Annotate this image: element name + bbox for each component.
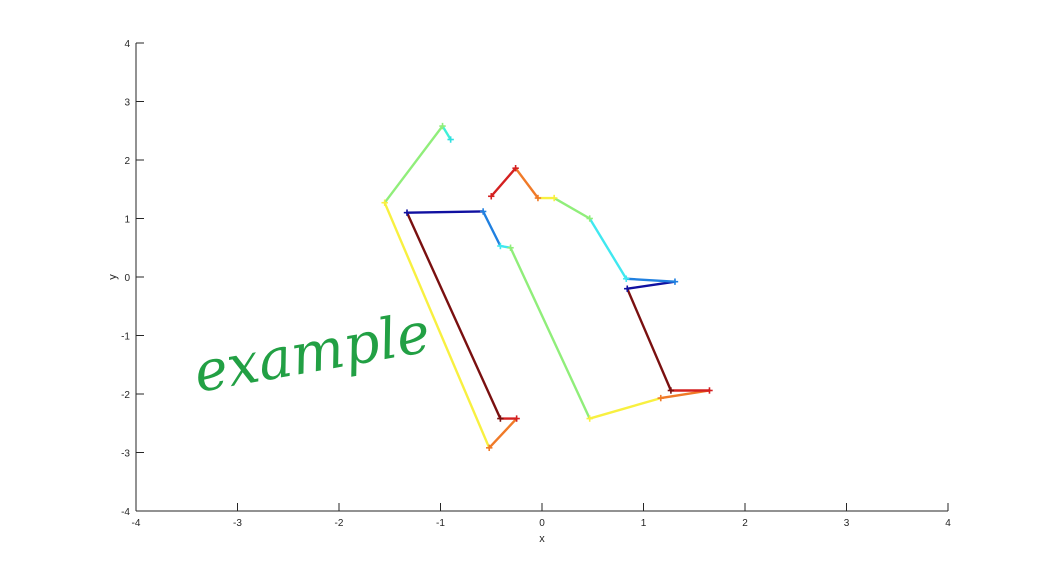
series-segment bbox=[490, 166, 517, 198]
data-point-marker bbox=[497, 415, 504, 422]
series-segment bbox=[588, 217, 628, 280]
y-tick-label: -1 bbox=[121, 332, 130, 343]
series-segment bbox=[625, 277, 677, 283]
series-segment bbox=[383, 201, 491, 450]
x-axis-label: x bbox=[539, 533, 545, 545]
data-markers bbox=[381, 122, 713, 452]
y-tick-label: 1 bbox=[124, 215, 130, 226]
x-tick-label: 1 bbox=[641, 518, 647, 529]
y-tick-label: 4 bbox=[124, 39, 130, 50]
series-segment bbox=[509, 246, 591, 420]
data-point-marker bbox=[667, 387, 675, 394]
series-segment bbox=[383, 124, 444, 204]
data-point-marker bbox=[497, 242, 504, 250]
data-point-marker bbox=[534, 194, 542, 202]
data-point-marker bbox=[486, 444, 493, 452]
series-segment bbox=[514, 166, 540, 200]
data-point-marker bbox=[586, 415, 593, 422]
series-segment bbox=[588, 396, 662, 420]
x-tick-label: 2 bbox=[742, 518, 748, 529]
data-point-marker bbox=[507, 244, 514, 251]
series-segment bbox=[626, 287, 673, 392]
example-annotation: example bbox=[189, 300, 435, 405]
x-tick-label: 0 bbox=[539, 518, 545, 529]
data-point-marker bbox=[657, 394, 664, 402]
series-segment bbox=[405, 210, 485, 214]
data-point-marker bbox=[623, 275, 630, 282]
data-point-marker bbox=[513, 415, 520, 422]
series-segment bbox=[481, 210, 502, 248]
series-segment bbox=[441, 124, 452, 141]
y-tick-label: 0 bbox=[124, 273, 130, 284]
data-point-marker bbox=[403, 209, 411, 216]
series-segment bbox=[552, 196, 591, 220]
data-point-marker bbox=[479, 208, 487, 215]
series-segment bbox=[405, 211, 502, 420]
data-point-marker bbox=[706, 387, 713, 394]
x-tick-label: -2 bbox=[335, 518, 344, 529]
x-tick-label: 4 bbox=[945, 518, 951, 529]
data-point-marker bbox=[512, 164, 519, 172]
data-point-marker bbox=[447, 136, 454, 143]
y-tick-label: -3 bbox=[121, 449, 130, 460]
axes: -4 -3 -2 -1 0 1 2 3 4 -4 -3 -2 -1 0 1 2 3 4 bbox=[121, 39, 951, 529]
data-point-marker bbox=[381, 199, 388, 206]
x-tick-label: -1 bbox=[436, 518, 445, 529]
data-point-marker bbox=[624, 285, 631, 292]
y-tick-label: -4 bbox=[121, 507, 130, 518]
y-tick-label: -2 bbox=[121, 390, 130, 401]
x-tick-label: 3 bbox=[844, 518, 850, 529]
y-tick-label: 2 bbox=[124, 156, 130, 167]
data-point-marker bbox=[671, 278, 679, 285]
x-tick-label: -3 bbox=[233, 518, 242, 529]
series-segment bbox=[626, 280, 677, 290]
data-point-marker bbox=[488, 193, 495, 200]
series-segment bbox=[659, 389, 711, 400]
y-tick-label: 3 bbox=[124, 98, 130, 109]
data-point-marker bbox=[586, 215, 593, 222]
x-tick-label: -4 bbox=[132, 518, 141, 529]
y-axis-label: y bbox=[107, 274, 119, 280]
data-point-marker bbox=[550, 194, 558, 202]
data-point-marker bbox=[439, 122, 446, 130]
series-segment bbox=[488, 417, 518, 450]
